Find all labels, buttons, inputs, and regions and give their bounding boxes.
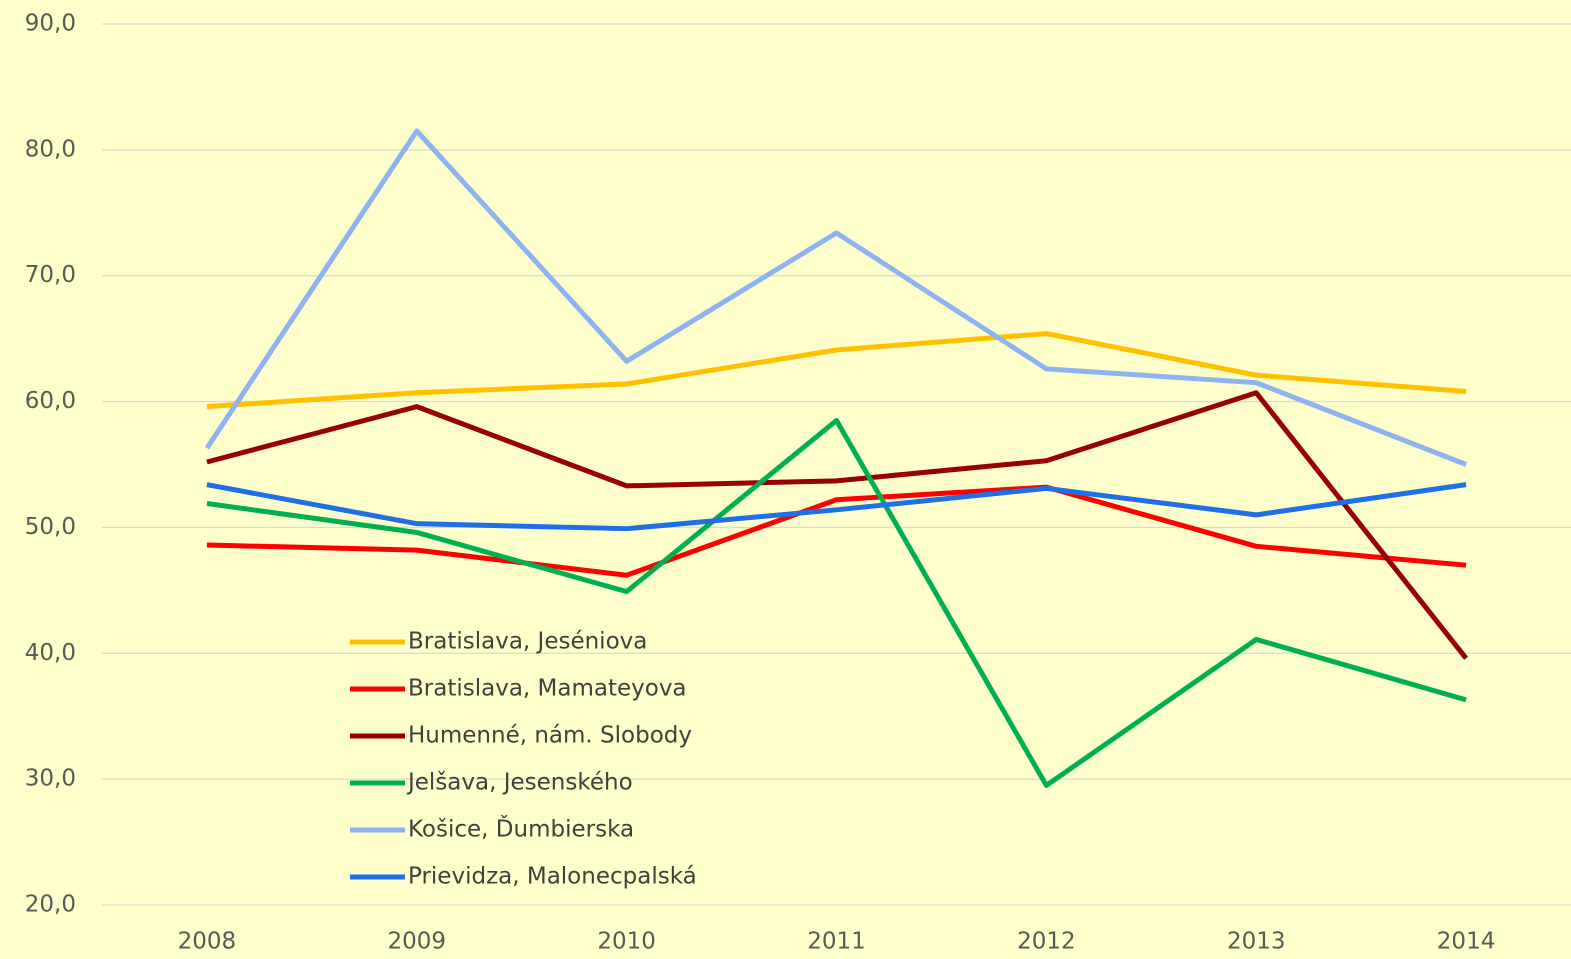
x-tick-label: 2012 [1017,929,1076,955]
y-tick-label: 80,0 [25,136,76,162]
y-tick-label: 50,0 [25,514,76,540]
series-line [206,331,1467,410]
series-line [206,484,1467,578]
x-tick-label: 2008 [178,929,237,955]
x-tick-label: 2010 [597,929,656,955]
x-tick-label: 2013 [1227,929,1286,955]
legend: Bratislava, Jeséniova Bratislava, Mamatey… [350,629,697,890]
y-tick-label: 90,0 [25,11,76,37]
series-line [204,128,1467,467]
legend-label: Jelšava, Jesenského [406,770,633,796]
legend-label: Bratislava, Mamateyova [408,676,687,702]
legend-label: Prievidza, Malonecpalská [408,864,697,890]
series-line [206,417,1467,788]
legend-label: Bratislava, Jeséniova [408,629,647,655]
x-tick-label: 2011 [807,929,866,955]
y-tick-label: 40,0 [25,640,76,666]
legend-label: Humenné, nám. Slobody [408,723,692,749]
x-tick-label: 2009 [388,929,447,955]
y-tick-label: 30,0 [25,766,76,792]
y-tick-label: 20,0 [25,892,76,918]
y-tick-label: 60,0 [25,388,76,414]
series-line [206,482,1467,532]
y-tick-label: 70,0 [25,262,76,288]
series-line [206,390,1469,660]
x-tick-label: 2014 [1437,929,1496,955]
legend-label: Košice, Ďumbierska [408,815,634,843]
